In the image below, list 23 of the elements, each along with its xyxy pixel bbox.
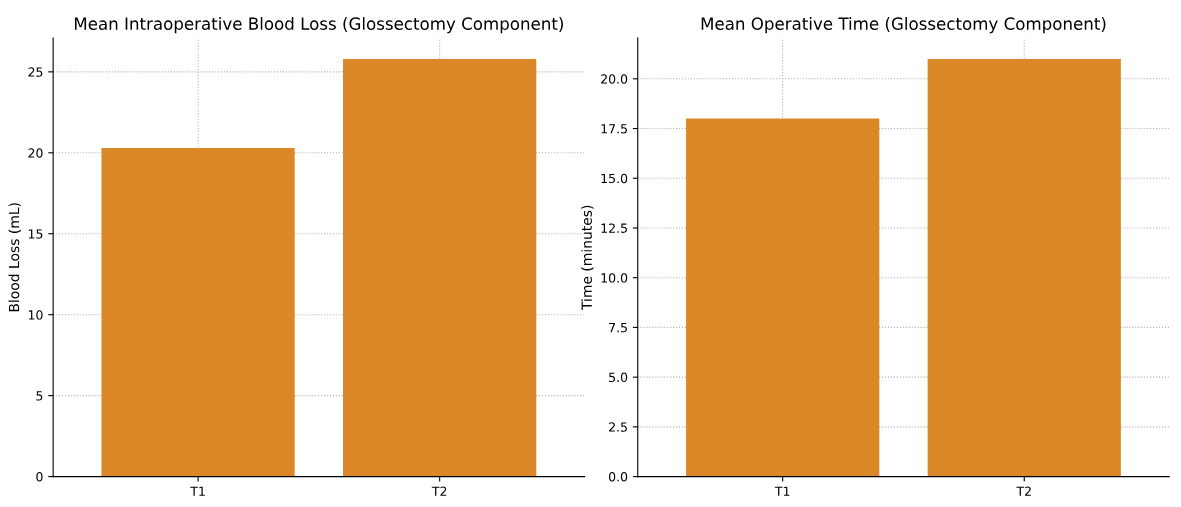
y-axis-title: Time (minutes) bbox=[581, 205, 594, 311]
x-tick-label: T1 bbox=[190, 486, 205, 496]
y-tick-label: 20.0 bbox=[601, 74, 628, 84]
y-tick-label: 5.0 bbox=[609, 372, 628, 383]
y-tick-label: 2.5 bbox=[609, 422, 627, 432]
chart-title: Mean Operative Time (Glossectomy Component) bbox=[701, 17, 1106, 34]
y-tick-label: 0 bbox=[36, 472, 43, 482]
y-tick-label: 10 bbox=[28, 310, 43, 320]
chart-title: Mean Intraoperative Blood Loss (Glossectomy Component) bbox=[74, 17, 563, 34]
x-tick-label: T2 bbox=[431, 486, 447, 496]
y-tick-label: 20 bbox=[28, 148, 43, 158]
y-tick-label: 17.5 bbox=[601, 124, 627, 134]
y-tick-label: 12.5 bbox=[601, 223, 627, 233]
y-tick-label: 15.0 bbox=[601, 173, 628, 184]
y-axis-title: Blood Loss (mL) bbox=[8, 203, 21, 312]
y-tick-label: 10.0 bbox=[601, 273, 628, 283]
y-tick-label: 7.5 bbox=[609, 323, 627, 333]
y-tick-label: 15 bbox=[28, 229, 43, 239]
x-tick-label: T1 bbox=[774, 486, 790, 496]
y-tick-label: 0.0 bbox=[608, 472, 628, 482]
y-tick-label: 5 bbox=[36, 391, 43, 401]
x-tick-label: T2 bbox=[1016, 486, 1031, 496]
y-tick-label: 25 bbox=[28, 67, 43, 77]
